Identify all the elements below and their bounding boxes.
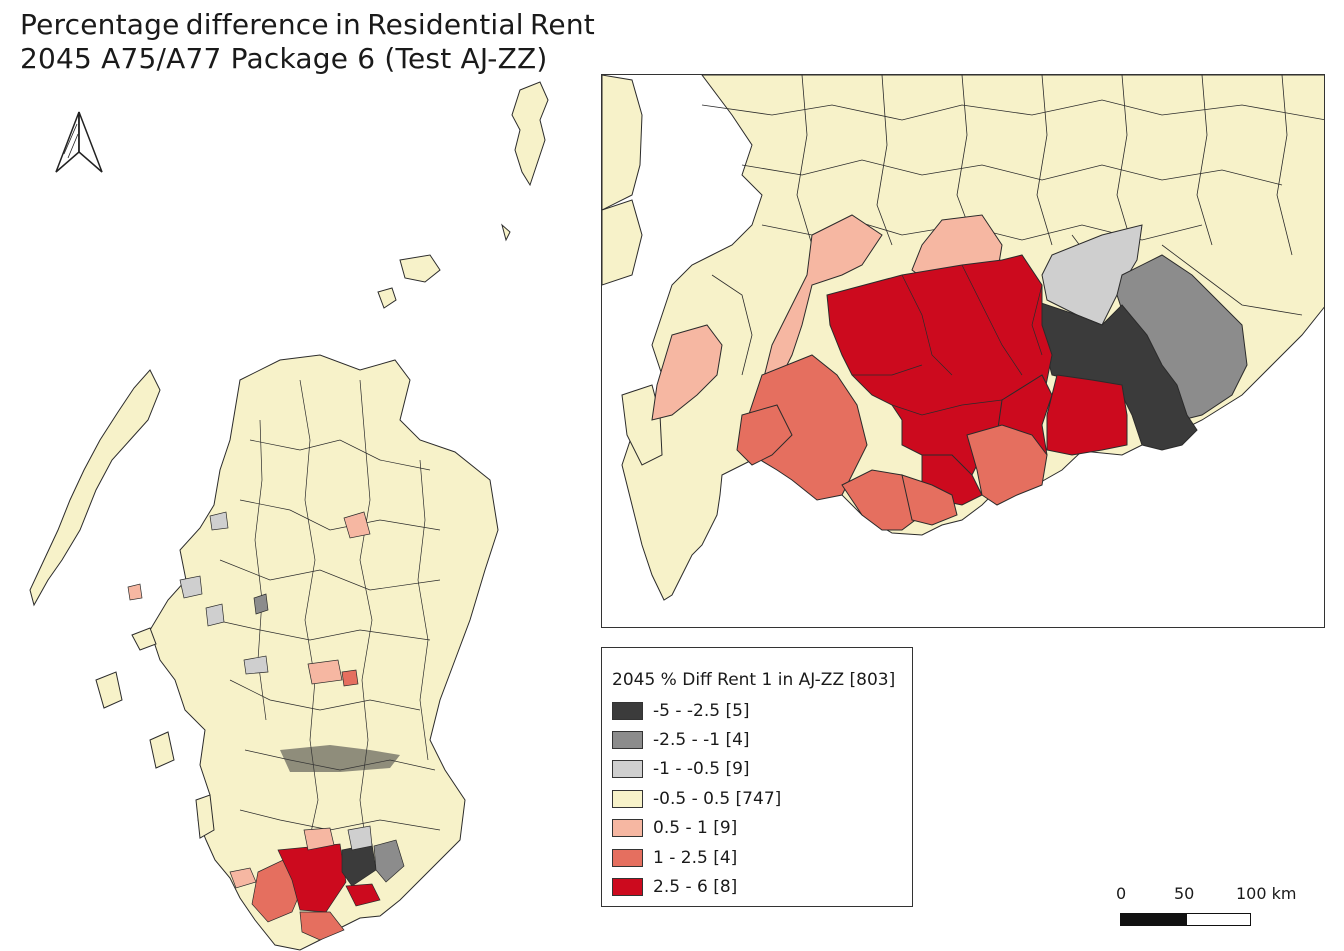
- legend-item: -1 - -0.5 [9]: [612, 755, 912, 784]
- legend-swatch: [612, 701, 643, 720]
- scale-segment-white: [1186, 913, 1251, 926]
- inset-map: [602, 75, 1324, 627]
- map-title-line1: Percentage difference in Residential Ren…: [20, 8, 595, 42]
- legend-label: -1 - -0.5 [9]: [653, 759, 750, 780]
- overview-map: [29, 81, 549, 951]
- scale-bar: 0 50 100 km: [1108, 880, 1308, 930]
- legend-item: 0.5 - 1 [9]: [612, 814, 912, 843]
- scale-label: 50: [1174, 884, 1195, 903]
- legend-swatch: [612, 878, 643, 897]
- scale-label: 0: [1116, 884, 1127, 903]
- legend-label: 1 - 2.5 [4]: [653, 847, 738, 868]
- map-legend: 2045 % Diff Rent 1 in AJ-ZZ [803] -5 - -…: [601, 647, 913, 907]
- map-title-line2: 2045 A75/A77 Package 6 (Test AJ-ZZ): [20, 42, 548, 75]
- legend-item: 2.5 - 6 [8]: [612, 872, 912, 901]
- title-word: in: [335, 8, 361, 41]
- inset-map-frame: [601, 74, 1325, 628]
- legend-item: 1 - 2.5 [4]: [612, 843, 912, 872]
- legend-swatch: [612, 789, 643, 808]
- legend-item: -5 - -2.5 [5]: [612, 696, 912, 725]
- title-word: Percentage: [20, 8, 180, 41]
- legend-swatch: [612, 760, 643, 779]
- north-arrow-icon: [55, 111, 103, 173]
- legend-swatch: [612, 731, 643, 750]
- legend-title: 2045 % Diff Rent 1 in AJ-ZZ [803]: [612, 670, 896, 690]
- legend-swatch: [612, 848, 643, 867]
- legend-label: -5 - -2.5 [5]: [653, 700, 750, 721]
- scotland-mainland: [29, 81, 549, 951]
- legend-label: -2.5 - -1 [4]: [653, 730, 750, 751]
- scale-label: 100 km: [1236, 884, 1297, 903]
- map-title: Percentage difference in Residential Ren…: [20, 8, 595, 76]
- legend-label: -0.5 - 0.5 [747]: [653, 788, 782, 809]
- legend-item: -2.5 - -1 [4]: [612, 725, 912, 754]
- title-word: Rent: [530, 8, 595, 41]
- title-word: Residential: [367, 8, 524, 41]
- scale-segment-black: [1120, 913, 1186, 926]
- title-word: difference: [185, 8, 329, 41]
- legend-label: 0.5 - 1 [9]: [653, 818, 738, 839]
- legend-item: -0.5 - 0.5 [747]: [612, 784, 912, 813]
- legend-label: 2.5 - 6 [8]: [653, 877, 738, 898]
- legend-swatch: [612, 819, 643, 838]
